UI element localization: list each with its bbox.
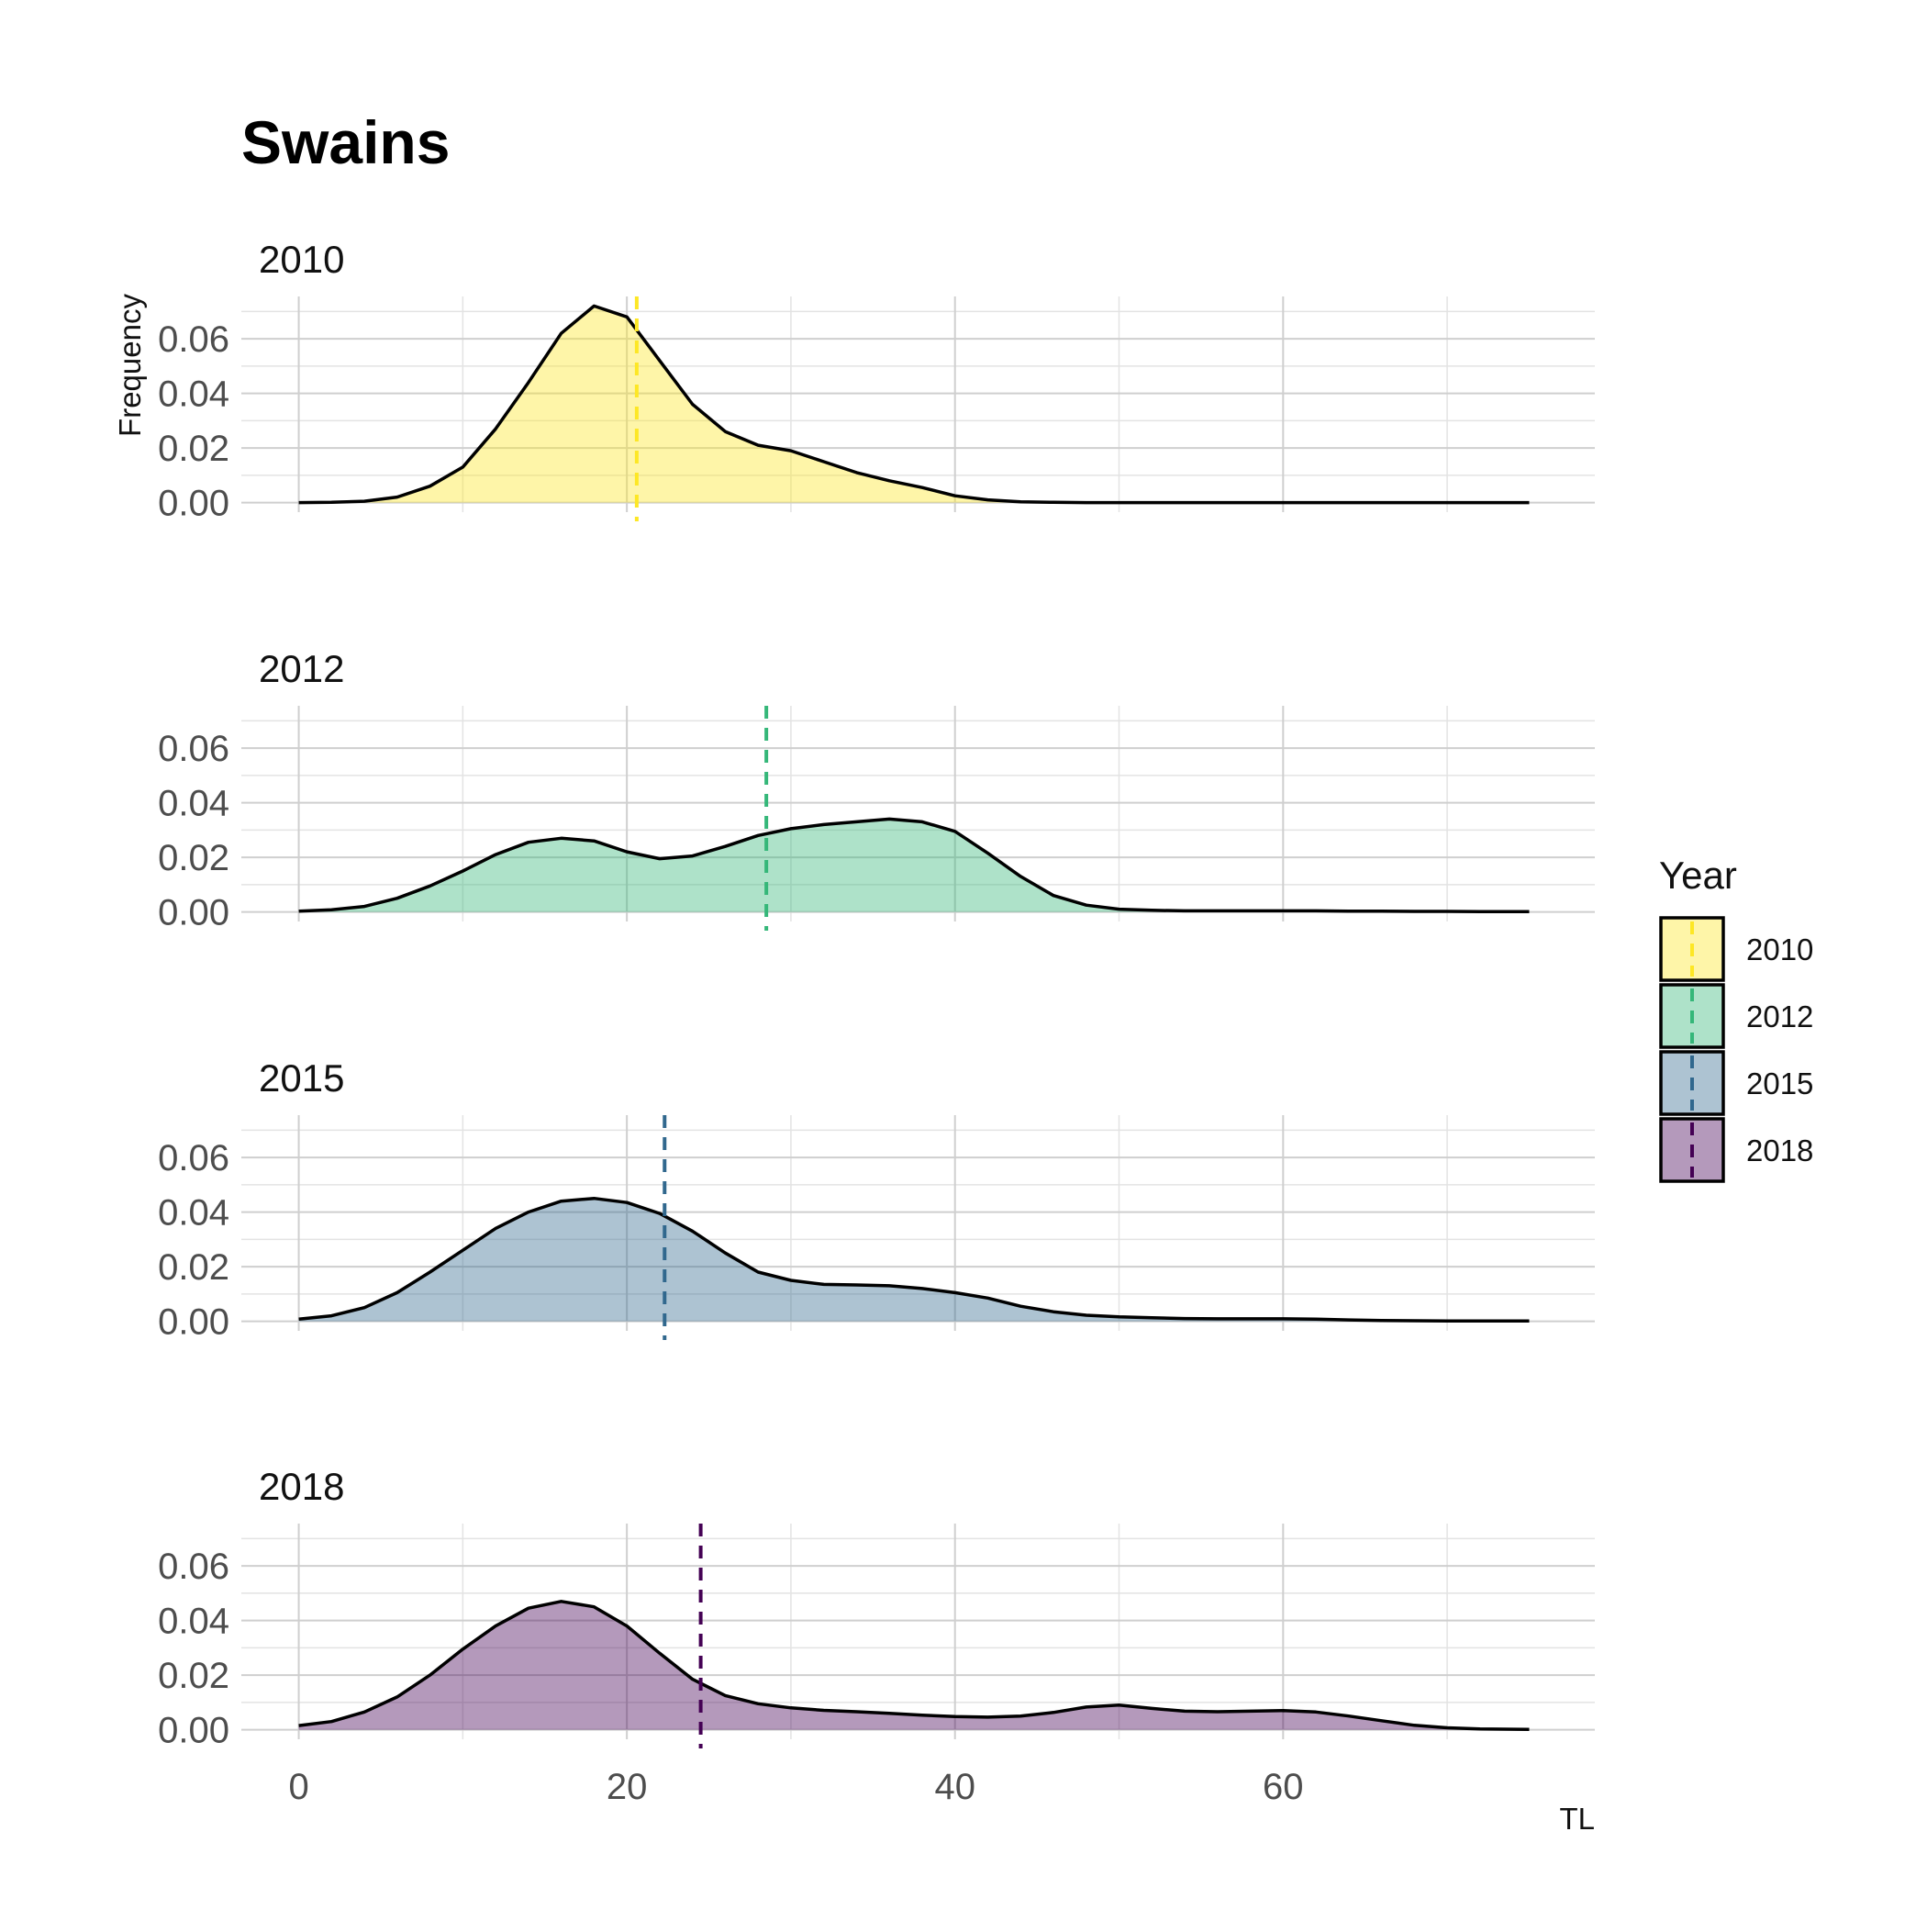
y-axis-title: Frequency	[113, 294, 147, 437]
y-tick-label: 0.06	[158, 729, 229, 769]
x-tick-label: 60	[1263, 1767, 1304, 1807]
density-area-2010	[298, 306, 1530, 503]
y-tick-label: 0.02	[158, 1247, 229, 1288]
y-tick-label: 0.02	[158, 429, 229, 469]
legend-label-2015: 2015	[1746, 1067, 1813, 1100]
legend-label-2012: 2012	[1746, 1000, 1813, 1033]
x-tick-label: 20	[607, 1767, 648, 1807]
density-area-2018	[298, 1601, 1530, 1730]
x-axis-title: TL	[1559, 1802, 1595, 1836]
y-tick-label: 0.04	[158, 784, 229, 824]
y-tick-label: 0.04	[158, 374, 229, 415]
x-tick-label: 40	[934, 1767, 975, 1807]
x-tick-label: 0	[288, 1767, 308, 1807]
density-line-2018	[298, 1600, 1530, 1732]
facet-title-2015: 2015	[259, 1056, 344, 1100]
y-tick-label: 0.00	[158, 1302, 229, 1343]
y-tick-label: 0.00	[158, 893, 229, 933]
y-tick-label: 0.02	[158, 838, 229, 878]
density-area-2012	[298, 819, 1530, 912]
legend-label-2018: 2018	[1746, 1134, 1813, 1167]
density-area-2015	[298, 1198, 1530, 1322]
legend-label-2010: 2010	[1746, 932, 1813, 966]
facet-title-2010: 2010	[259, 238, 344, 281]
density-line-2012	[298, 817, 1530, 914]
y-tick-label: 0.00	[158, 1711, 229, 1751]
chart-title: Swains	[241, 108, 450, 176]
facet-title-2012: 2012	[259, 647, 344, 690]
y-tick-label: 0.00	[158, 484, 229, 524]
y-tick-label: 0.04	[158, 1193, 229, 1234]
y-tick-label: 0.06	[158, 1547, 229, 1587]
facet-title-2018: 2018	[259, 1465, 344, 1508]
y-tick-label: 0.06	[158, 319, 229, 360]
density-line-2010	[298, 304, 1530, 505]
density-line-2015	[298, 1196, 1530, 1323]
y-tick-label: 0.06	[158, 1138, 229, 1178]
y-tick-label: 0.04	[158, 1602, 229, 1642]
y-tick-label: 0.02	[158, 1656, 229, 1696]
legend-title: Year	[1659, 854, 1737, 897]
